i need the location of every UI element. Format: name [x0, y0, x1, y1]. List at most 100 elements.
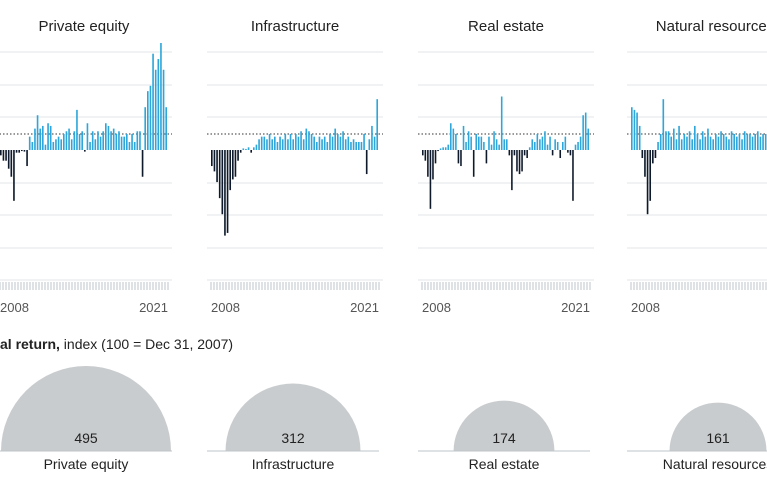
bar	[633, 109, 636, 151]
dome-value: 174	[492, 430, 516, 446]
bar	[564, 136, 567, 151]
bar	[554, 139, 556, 150]
bar	[657, 141, 659, 150]
dome-shape	[669, 402, 767, 451]
bar	[318, 136, 321, 151]
bar	[260, 136, 263, 151]
bar	[305, 128, 308, 150]
bar	[715, 133, 717, 150]
bar	[15, 150, 18, 153]
bar	[224, 150, 226, 236]
tick-label-end: 2021	[561, 300, 590, 315]
bar	[470, 136, 472, 151]
bar	[274, 136, 276, 151]
bar	[485, 150, 488, 164]
bar	[743, 131, 746, 150]
dome-category: Private equity	[44, 456, 129, 472]
bar	[239, 150, 242, 153]
bar	[572, 150, 574, 201]
bar	[544, 131, 546, 150]
bar	[128, 141, 131, 150]
bar	[526, 150, 528, 159]
bar	[308, 131, 310, 150]
bar	[329, 133, 331, 150]
bar	[508, 150, 511, 156]
bar	[577, 141, 579, 150]
bar	[81, 131, 84, 150]
bar	[263, 136, 266, 151]
bar	[667, 131, 670, 150]
bar	[136, 131, 139, 150]
bar	[221, 150, 224, 215]
bar	[126, 133, 128, 150]
bar	[434, 150, 437, 164]
bar	[211, 150, 213, 167]
tick-label-start: 2008	[631, 300, 660, 315]
bar	[506, 139, 508, 150]
bar	[457, 150, 460, 164]
bar	[313, 136, 316, 151]
bar	[102, 131, 105, 150]
bar	[105, 123, 107, 150]
bar	[429, 150, 432, 209]
bar	[316, 141, 318, 150]
dome-value: 161	[706, 430, 730, 446]
bar	[490, 144, 493, 150]
bar	[562, 141, 564, 150]
bar	[762, 133, 764, 150]
bar	[495, 139, 498, 150]
x-axis-ticks	[210, 282, 380, 290]
bar	[70, 139, 73, 150]
bar	[659, 133, 662, 150]
bar	[152, 53, 154, 151]
bar	[712, 139, 715, 150]
panel-title: Real estate	[468, 18, 544, 35]
bar	[149, 85, 152, 150]
bar	[229, 150, 232, 191]
bar	[523, 150, 526, 156]
dome-2: 174 Real estate	[418, 400, 590, 472]
bar	[646, 150, 649, 215]
bar	[691, 139, 694, 150]
bar	[157, 59, 160, 150]
bar	[247, 147, 250, 150]
bar	[751, 136, 754, 151]
dome-1: 312 Infrastructure	[207, 383, 379, 472]
bar	[326, 141, 329, 150]
bar	[368, 139, 371, 150]
bar	[300, 131, 302, 150]
bar	[133, 141, 136, 150]
bar	[97, 131, 99, 150]
tick-label-start: 2008	[211, 300, 240, 315]
panel-title: Natural resources	[656, 18, 767, 35]
bar	[483, 141, 485, 150]
bar	[213, 150, 216, 172]
bar	[141, 150, 144, 177]
bar	[28, 136, 31, 151]
bar	[55, 139, 57, 150]
bar	[673, 128, 675, 150]
bar	[91, 131, 94, 150]
bar	[52, 141, 55, 150]
bar	[569, 150, 572, 156]
bar	[334, 128, 337, 150]
bar	[31, 141, 34, 150]
bar	[352, 139, 355, 150]
bar	[347, 136, 350, 151]
bar	[503, 139, 506, 150]
bar	[255, 144, 258, 150]
bar	[528, 147, 531, 150]
bar-panel-3: Natural resources 2008	[627, 18, 767, 315]
bar	[541, 136, 544, 151]
bar	[350, 141, 352, 150]
bar	[694, 125, 696, 150]
bar	[76, 109, 78, 151]
bar	[65, 131, 68, 150]
bar	[741, 139, 743, 150]
x-axis-ticks	[630, 282, 767, 290]
bar	[331, 136, 334, 151]
dome-shape	[225, 383, 361, 451]
bar	[373, 136, 376, 151]
bar	[107, 125, 110, 150]
bar	[323, 136, 326, 151]
